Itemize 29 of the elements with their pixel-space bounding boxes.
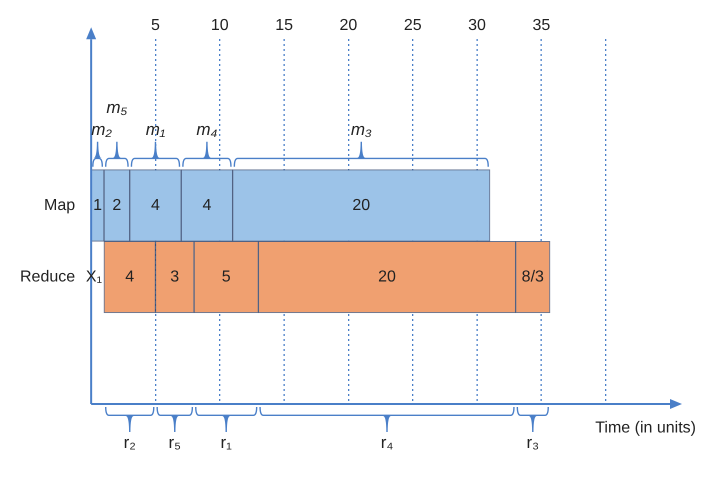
data-label: 2 [112,196,122,214]
annotation: m₅ [106,98,128,117]
x-axis-title: Time (in units) [595,419,696,436]
y-tick-label: Reduce [20,268,76,286]
data-label: 5 [222,268,231,286]
x-tick-label: 35 [532,17,550,34]
text: r₂ [124,433,136,452]
data-label: 8/3 [522,268,544,286]
data-label: 1 [93,196,102,214]
annotation: m₄ [196,120,218,139]
x-tick-label: 25 [404,17,422,34]
text: r₃ [526,433,540,452]
annotation: m₃ [350,120,372,139]
data-label: 4 [125,268,134,286]
annotation: m₁ [146,120,166,139]
data-label: 4 [202,196,212,214]
x-tick-label: 15 [275,17,294,34]
text: r₅ [168,433,182,452]
data-label: 20 [352,196,370,214]
x-tick-label: 30 [468,17,486,34]
data-label: 3 [170,268,180,286]
text: r₄ [380,433,394,452]
x-tick-label: 20 [340,17,358,34]
x-tick-label: 5 [151,17,160,34]
y-tick-label: Map [44,196,76,214]
text: r₁ [220,433,232,452]
x-tick-label: 10 [210,17,229,34]
data-label: 20 [378,268,396,286]
data-label: 4 [151,196,160,214]
